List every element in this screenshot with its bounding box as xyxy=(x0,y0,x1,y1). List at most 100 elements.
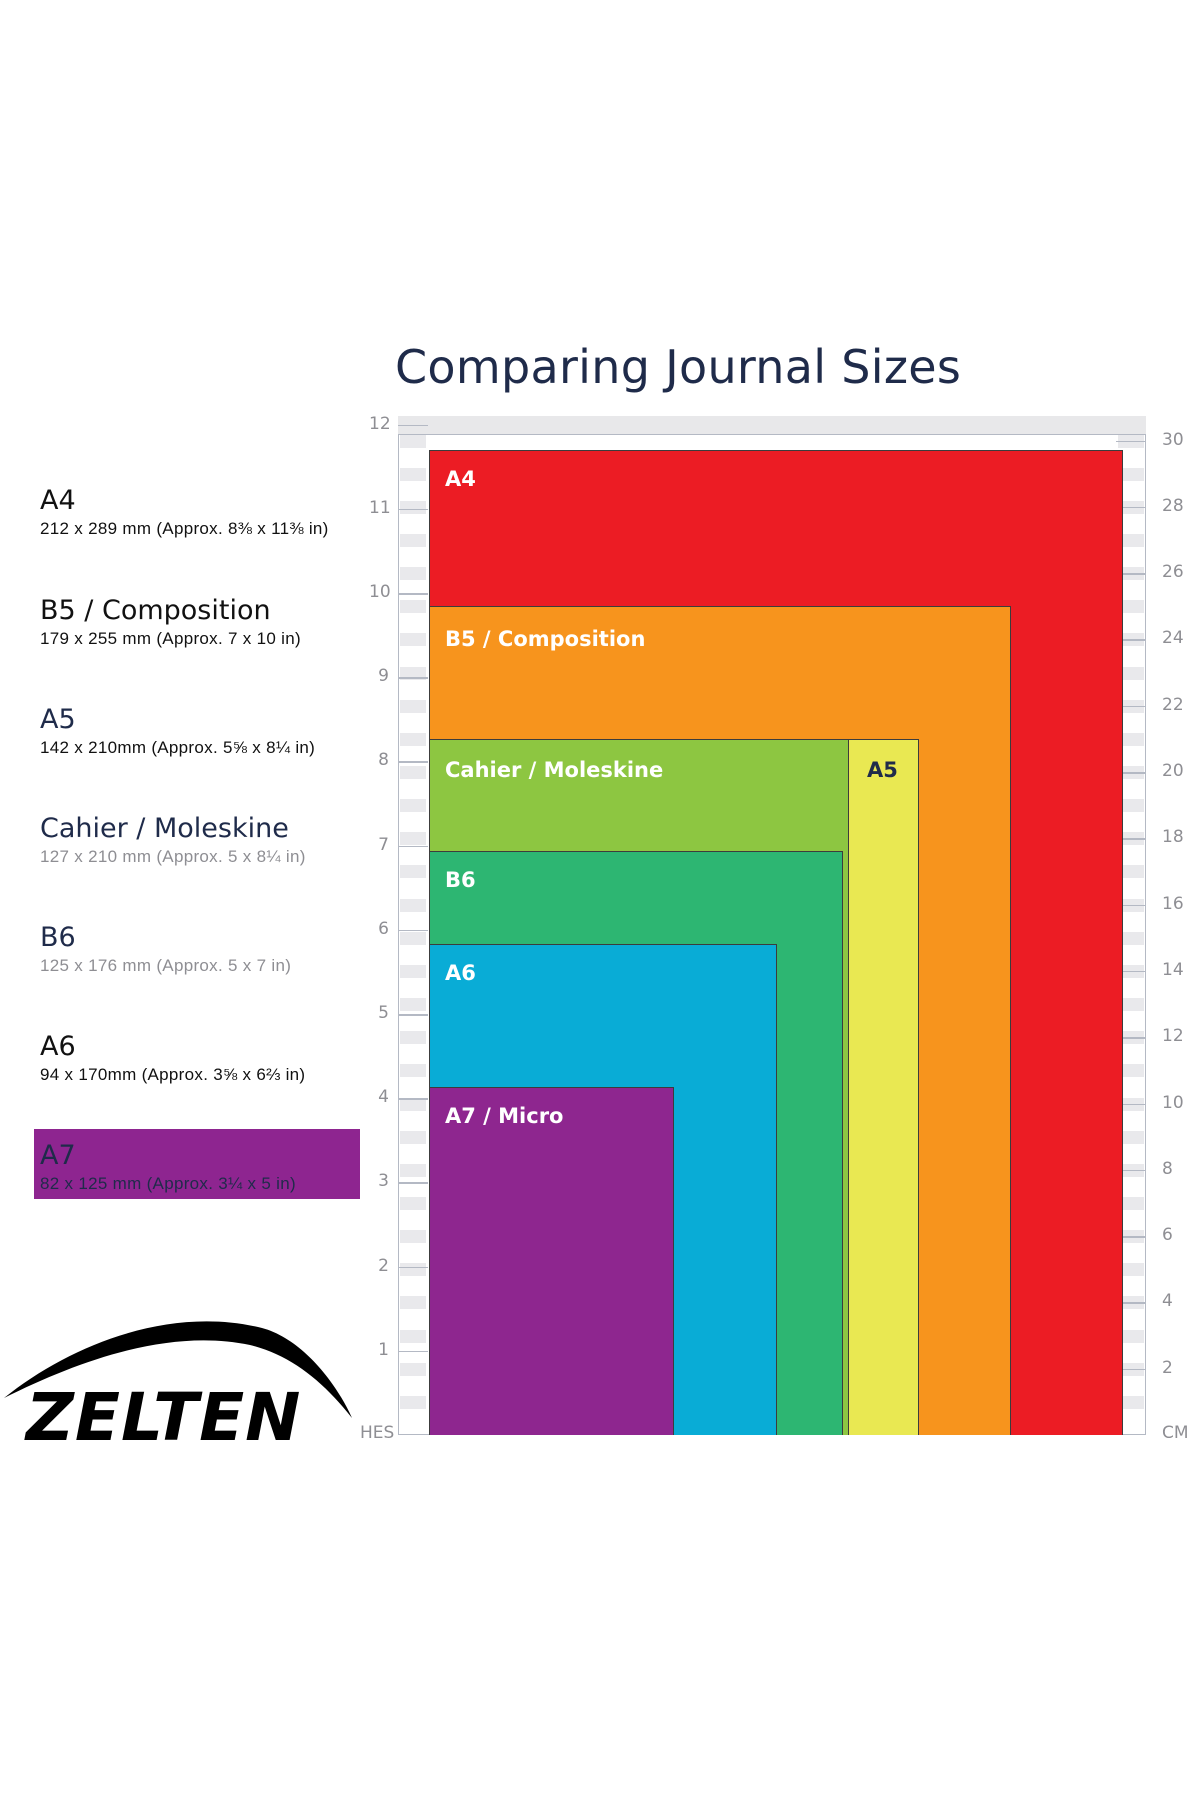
cm-tick-label: 14 xyxy=(1162,959,1184,980)
inch-tick-label: 6 xyxy=(378,918,389,939)
ruler-stripe-left xyxy=(400,633,426,647)
ruler-stripe-left xyxy=(400,1230,426,1244)
legend-item-a7: A7 82 x 125 mm (Approx. 3¼ x 5 in) xyxy=(40,1141,360,1195)
ruler-stripe-right xyxy=(1118,1196,1144,1210)
legend-name: A4 xyxy=(40,485,76,516)
cm-tick xyxy=(1116,970,1146,973)
ruler-stripe-right xyxy=(1118,799,1144,813)
legend-item-cahier: Cahier / Moleskine 127 x 210 mm (Approx.… xyxy=(40,814,360,868)
inch-tick-label: 8 xyxy=(378,750,389,771)
ruler-stripe-left xyxy=(400,964,426,978)
cm-tick-label: 8 xyxy=(1162,1158,1173,1179)
inch-tick-label: 1 xyxy=(378,1339,389,1360)
ruler-stripe-right xyxy=(1118,1130,1144,1144)
legend-desc: 142 x 210mm (Approx. 5⅝ x 8¼ in) xyxy=(40,738,316,757)
legend-name: A5 xyxy=(40,704,76,735)
ruler-stripe-left xyxy=(400,898,426,912)
cm-tick xyxy=(1116,1103,1146,1105)
cm-tick xyxy=(1116,1236,1146,1238)
cm-tick xyxy=(1116,772,1146,774)
inch-tick xyxy=(398,593,428,595)
rect-label-a5: A5 xyxy=(867,757,898,782)
legend-item-b5: B5 / Composition 179 x 255 mm (Approx. 7… xyxy=(40,596,360,650)
cm-tick-label: 20 xyxy=(1162,761,1184,781)
cm-tick xyxy=(1116,1302,1146,1304)
ruler-stripe-right xyxy=(1118,998,1144,1012)
legend-item-a4: A4 212 x 289 mm (Approx. 8⅜ x 11⅜ in) xyxy=(40,486,360,540)
ruler-stripe-left xyxy=(400,1097,426,1111)
ruler-stripe-left xyxy=(400,766,426,779)
ruler-stripe-left xyxy=(400,500,426,514)
legend-desc: 179 x 255 mm (Approx. 7 x 10 in) xyxy=(40,629,301,648)
ruler-stripe-left xyxy=(400,434,426,448)
ruler-stripe-left xyxy=(400,832,426,846)
ruler-stripe-right xyxy=(1118,865,1144,879)
ruler-top-band xyxy=(398,416,1146,437)
rect-label-a4: A4 xyxy=(445,466,476,491)
cm-tick xyxy=(1116,639,1146,641)
ruler-stripe-left xyxy=(400,533,426,547)
ruler-stripe-left xyxy=(400,699,426,713)
rect-label-b5: B5 / Composition xyxy=(445,627,646,652)
ruler-stripe-left xyxy=(400,1064,426,1078)
legend-desc: 212 x 289 mm (Approx. 8⅜ x 11⅜ in) xyxy=(40,519,329,538)
inch-tick xyxy=(398,677,428,679)
legend-name: A7 xyxy=(40,1140,76,1171)
ruler-stripe-left xyxy=(400,1031,426,1045)
zelten-logo: ZELTEN xyxy=(4,1321,352,1445)
inch-tick xyxy=(398,1014,428,1016)
inch-tick-label: 10 xyxy=(369,582,391,602)
inch-tick xyxy=(398,1266,428,1269)
inch-tick-label: 11 xyxy=(369,497,391,518)
ruler-stripe-left xyxy=(400,1196,426,1210)
legend-highlight-a7 xyxy=(34,1129,360,1199)
cm-tick xyxy=(1116,705,1146,708)
rect-label-a7: A7 / Micro xyxy=(445,1104,564,1129)
inch-tick xyxy=(398,508,428,511)
cm-tick xyxy=(1116,904,1146,907)
legend-item-b6: B6 125 x 176 mm (Approx. 5 x 7 in) xyxy=(40,923,360,977)
cm-tick-label: 12 xyxy=(1162,1026,1184,1047)
inch-tick xyxy=(398,929,428,932)
ruler-stripe-right xyxy=(1118,1329,1144,1343)
inch-tick-label: 9 xyxy=(378,666,389,687)
inch-tick xyxy=(398,1098,428,1100)
svg-text:ZELTEN: ZELTEN xyxy=(24,1379,301,1445)
cm-tick xyxy=(1116,440,1146,442)
rect-label-a6: A6 xyxy=(445,961,476,986)
ruler-stripe-right xyxy=(1118,1263,1144,1277)
page-title: Comparing Journal Sizes xyxy=(395,340,962,394)
cm-tick-label: 6 xyxy=(1162,1225,1173,1246)
cm-tick-label: 28 xyxy=(1162,495,1184,516)
ruler-stripe-left xyxy=(400,1130,426,1144)
inch-tick-label: 12 xyxy=(369,413,391,434)
cm-unit-label: CM xyxy=(1162,1423,1189,1443)
ruler-stripe-right xyxy=(1118,931,1144,945)
inch-tick xyxy=(398,1350,428,1353)
legend-name: B6 xyxy=(40,922,76,953)
ruler-stripe-left xyxy=(400,1296,426,1310)
inch-tick xyxy=(398,761,428,763)
legend-item-a5: A5 142 x 210mm (Approx. 5⅝ x 8¼ in) xyxy=(40,705,360,759)
inch-tick-label: 3 xyxy=(378,1171,389,1192)
legend-name: Cahier / Moleskine xyxy=(40,813,289,844)
legend-name: A6 xyxy=(40,1031,76,1062)
ruler-stripe-left xyxy=(400,865,426,879)
cm-tick-label: 30 xyxy=(1162,429,1184,450)
ruler-stripe-left xyxy=(400,998,426,1012)
ruler-stripe-left xyxy=(400,1395,426,1409)
ruler-stripe-left xyxy=(400,666,426,680)
ruler-stripe-right xyxy=(1118,600,1144,614)
cm-tick-label: 2 xyxy=(1162,1357,1173,1378)
rect-a7: A7 / Micro xyxy=(429,1087,674,1435)
ruler-stripe-right xyxy=(1118,1064,1144,1078)
ruler-stripe-right xyxy=(1118,666,1144,680)
cm-tick-label: 18 xyxy=(1162,827,1184,848)
legend-name: B5 / Composition xyxy=(40,595,271,626)
cm-tick xyxy=(1116,1368,1146,1371)
legend-desc: 125 x 176 mm (Approx. 5 x 7 in) xyxy=(40,956,292,975)
ruler-stripe-left xyxy=(400,931,426,945)
cm-tick xyxy=(1116,838,1146,840)
inch-tick-label: 5 xyxy=(378,1003,389,1023)
rect-label-b6: B6 xyxy=(445,868,476,893)
